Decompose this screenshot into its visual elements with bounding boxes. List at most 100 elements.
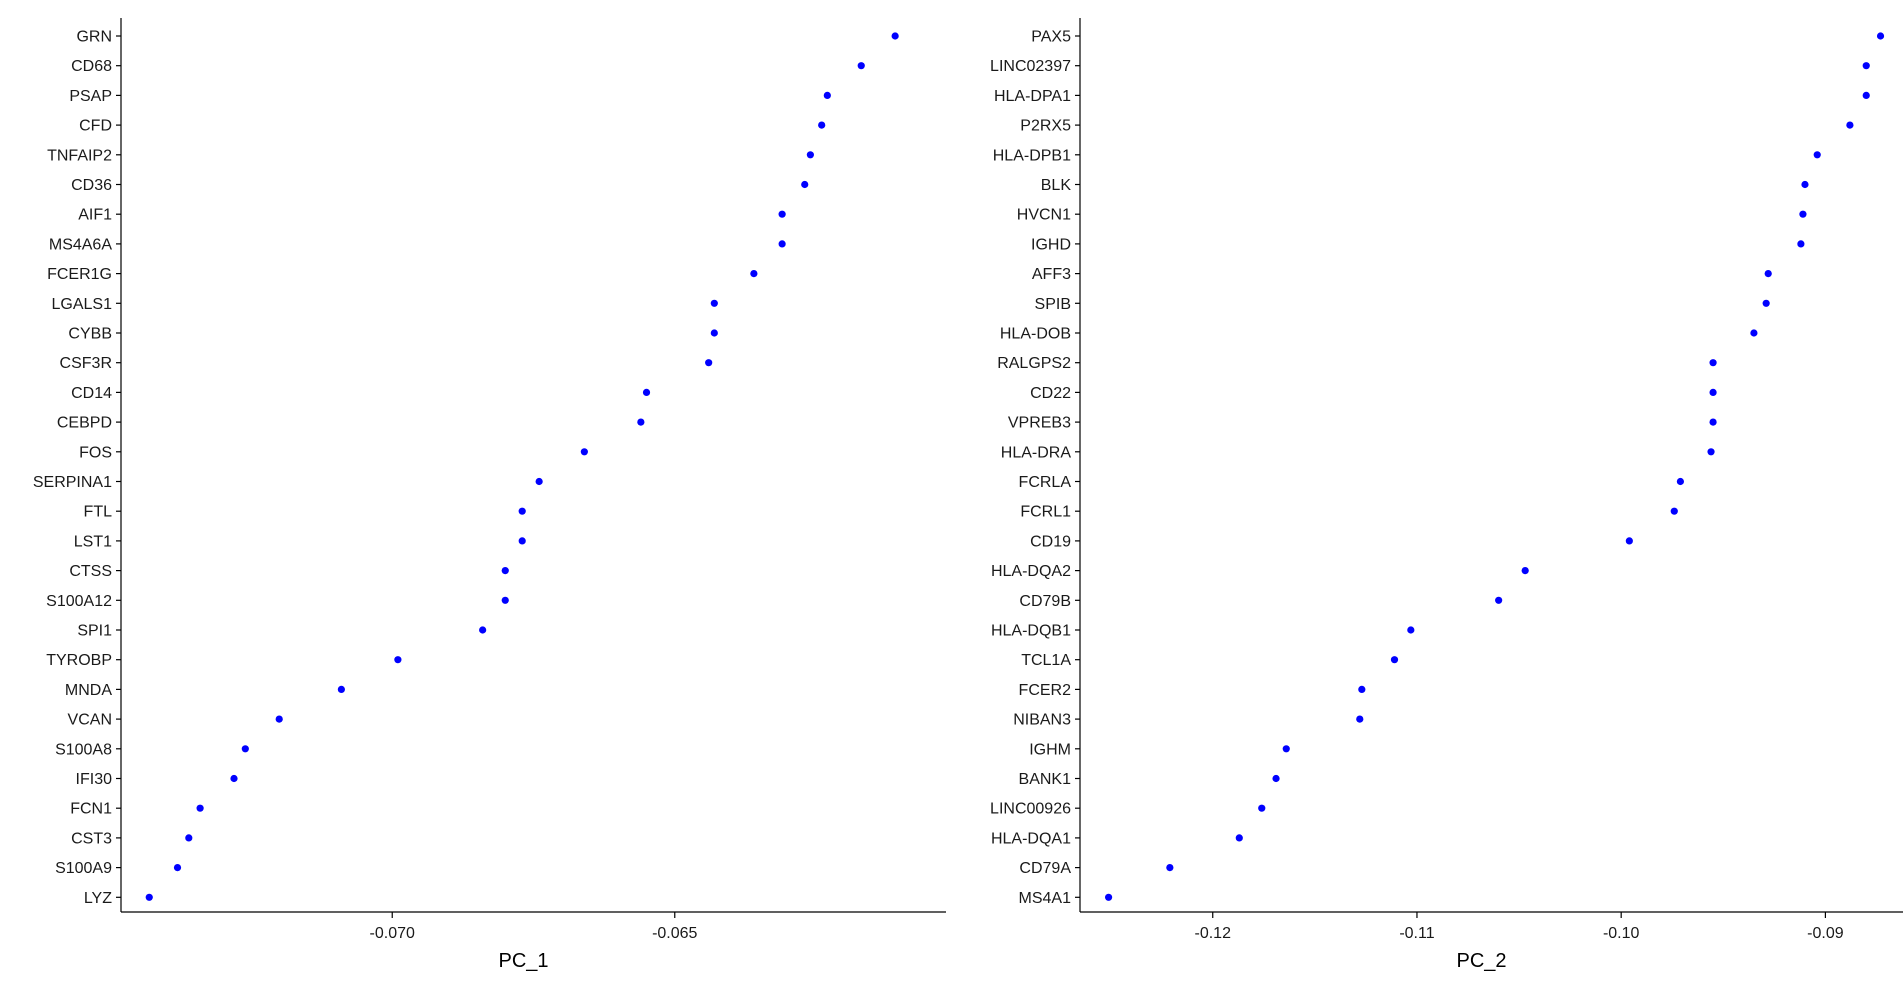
data-point: [1356, 715, 1364, 723]
data-point: [1762, 299, 1770, 307]
y-tick-label: FCER2: [1019, 682, 1072, 699]
data-point: [710, 329, 718, 337]
y-tick-label: S100A8: [55, 741, 112, 758]
y-tick-label: CD14: [71, 385, 112, 402]
y-tick-label: IGHD: [1031, 236, 1071, 253]
data-point: [1862, 91, 1870, 99]
y-tick-label: BANK1: [1019, 771, 1072, 788]
y-tick-label: CD22: [1030, 385, 1071, 402]
y-tick-label: MNDA: [65, 682, 112, 699]
x-tick-label: -0.070: [370, 925, 415, 942]
y-tick-label: HLA-DPB1: [993, 147, 1071, 164]
data-point: [1676, 477, 1685, 486]
data-point: [857, 62, 865, 70]
y-tick-label: HLA-DRA: [1001, 444, 1072, 461]
panel-2: PAX5 LINC02397 HLA-DPA1 P2RX5 HLA-DPB1 BLK HVC…: [990, 18, 1903, 972]
data-point: [1876, 32, 1885, 40]
x-tick-label: -0.12: [1195, 925, 1232, 942]
y-tick-label: HVCN1: [1017, 207, 1071, 224]
data-point: [145, 893, 153, 901]
data-point: [1282, 745, 1290, 753]
data-point: [1862, 62, 1870, 70]
data-point: [806, 151, 814, 159]
x-tick-label: -0.09: [1807, 925, 1844, 942]
y-tick-label: CD79A: [1019, 860, 1071, 877]
y-tick-label: CEBPD: [57, 415, 112, 432]
y-tick-label: GRN: [76, 29, 112, 46]
data-point: [1625, 537, 1633, 545]
data-point: [1272, 774, 1280, 783]
y-tick-label: LGALS1: [52, 296, 113, 313]
y-tick-label: HLA-DOB: [1000, 326, 1071, 343]
y-tick-label: PAX5: [1031, 29, 1071, 46]
data-point: [705, 359, 713, 367]
data-point: [1235, 834, 1243, 842]
y-tick-label: TCL1A: [1021, 652, 1071, 669]
y-tick-label: FCER1G: [47, 266, 112, 283]
data-point: [1358, 685, 1366, 694]
data-point: [241, 745, 249, 753]
x-axis-title: PC_1: [498, 950, 548, 972]
data-point: [1104, 893, 1113, 901]
data-point: [1521, 567, 1529, 575]
data-point: [501, 567, 509, 575]
data-point: [891, 32, 899, 40]
data-point: [196, 804, 204, 812]
data-point: [185, 834, 193, 842]
x-tick-label: -0.11: [1399, 925, 1434, 942]
data-point: [642, 388, 651, 396]
data-point: [1801, 180, 1809, 189]
data-point: [1495, 596, 1503, 604]
data-point: [637, 418, 645, 426]
y-tick-label: IFI30: [76, 771, 113, 788]
data-point: [823, 91, 831, 99]
data-point: [479, 626, 487, 634]
y-tick-label: VCAN: [68, 712, 112, 729]
data-point: [1390, 656, 1399, 664]
data-point: [1709, 418, 1717, 426]
data-point: [1670, 507, 1678, 515]
y-tick-label: FTL: [84, 504, 113, 521]
y-tick-label: AFF3: [1032, 266, 1071, 283]
y-tick-label: TNFAIP2: [47, 147, 112, 164]
data-point: [1258, 804, 1266, 812]
data-point: [1797, 240, 1805, 248]
data-point: [818, 121, 826, 129]
data-point: [1813, 151, 1821, 159]
y-tick-label: SPIB: [1035, 296, 1071, 313]
data-point: [801, 180, 809, 189]
data-point: [535, 477, 543, 486]
data-point: [394, 656, 402, 664]
y-tick-label: BLK: [1041, 177, 1072, 194]
y-tick-label: VPREB3: [1008, 415, 1071, 432]
y-tick-label: AIF1: [78, 207, 112, 224]
x-tick-label: -0.065: [652, 925, 697, 942]
y-tick-label: RALGPS2: [997, 355, 1071, 372]
data-point: [1750, 329, 1758, 337]
y-tick-label: FCRLA: [1019, 474, 1072, 491]
data-point: [1799, 210, 1807, 218]
data-point: [1166, 864, 1174, 872]
data-point: [1709, 359, 1717, 367]
data-point: [518, 537, 526, 545]
y-tick-label: CD19: [1030, 533, 1071, 550]
y-tick-label: LINC02397: [990, 58, 1071, 75]
data-point: [1407, 626, 1415, 634]
data-point: [1764, 270, 1772, 278]
y-tick-label: MS4A1: [1019, 890, 1072, 907]
data-point: [580, 448, 588, 456]
y-tick-label: CST3: [71, 830, 112, 847]
data-point: [230, 774, 238, 783]
y-tick-label: NIBAN3: [1013, 712, 1071, 729]
y-tick-label: FCRL1: [1020, 504, 1071, 521]
y-tick-label: HLA-DQA2: [991, 563, 1071, 580]
y-tick-label: SERPINA1: [33, 474, 112, 491]
y-tick-label: LYZ: [84, 890, 112, 907]
y-tick-label: HLA-DQB1: [991, 623, 1071, 640]
data-point: [518, 507, 526, 515]
y-tick-label: CD36: [71, 177, 112, 194]
y-tick-label: FCN1: [70, 801, 112, 818]
y-tick-label: S100A12: [46, 593, 112, 610]
y-tick-label: CYBB: [68, 326, 112, 343]
